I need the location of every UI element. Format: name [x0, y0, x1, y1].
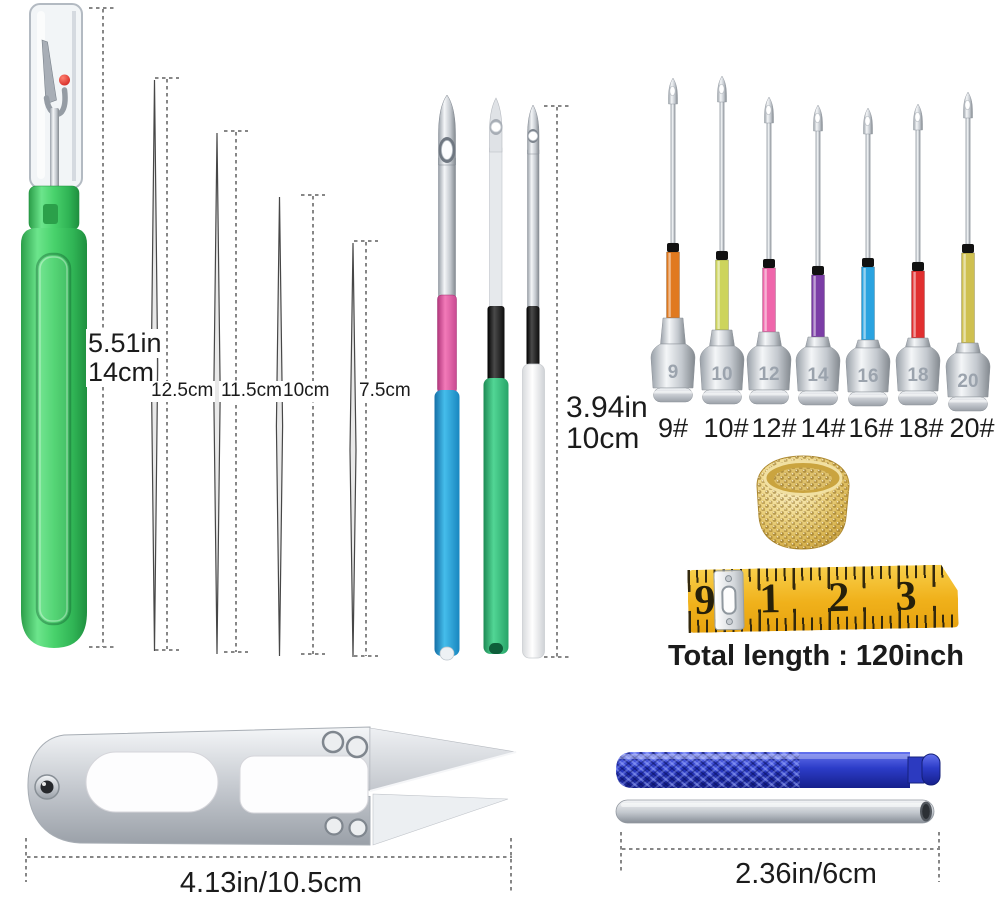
- hand-needle-3: [275, 196, 284, 657]
- seam-ripper-handle: [21, 228, 87, 648]
- needle-tip-9: 9: [650, 77, 696, 403]
- dimension-tick: [89, 7, 117, 9]
- needle-tip-16: 16: [845, 107, 891, 407]
- tape-end-clip: [713, 570, 744, 631]
- needle-tip-12: 12: [746, 96, 792, 405]
- punch-handle: [616, 752, 941, 788]
- seam-ripper-blade: [41, 39, 70, 190]
- needle-2-length: 11.5cm: [219, 380, 284, 402]
- seam-ripper-length-cm: 14cm: [86, 357, 157, 388]
- dimension-tick: [224, 130, 248, 132]
- snips-dimension: 4.13in/10.5cm: [177, 867, 365, 900]
- needle-tip-20: 20: [945, 91, 991, 412]
- needle-eye: [490, 121, 502, 133]
- hand-needle-2: [213, 132, 221, 655]
- tip-label-16: 16#: [846, 413, 896, 444]
- snips-lower-blade: [372, 793, 509, 846]
- dimension-tick: [544, 656, 570, 658]
- needle-eye: [441, 140, 453, 160]
- needle-eye: [528, 130, 539, 141]
- dimension-tick: [354, 655, 378, 657]
- handle-dimension: 2.36in/6cm: [733, 858, 879, 891]
- hand-needle-4: [349, 242, 357, 658]
- needle-3-length: 10cm: [281, 380, 332, 402]
- tape-number: 2: [827, 574, 850, 621]
- hub-number: 20: [957, 371, 978, 392]
- punch-needle-pink-blue: [434, 94, 460, 661]
- hub-number: 16: [857, 366, 878, 387]
- tip-label-12: 12#: [749, 413, 799, 444]
- punch-needle-black-white: [522, 104, 545, 659]
- thread-snips: [27, 726, 517, 846]
- dimension-tick: [25, 838, 27, 882]
- tip-label-14: 14#: [798, 413, 848, 444]
- seam-ripper-length-in: 5.51in: [86, 328, 164, 359]
- dimension-tick: [354, 240, 378, 242]
- tape-total-length-caption: Total length : 120inch: [666, 640, 966, 673]
- dimension-tick: [544, 105, 570, 107]
- safety-ball: [59, 74, 70, 86]
- dimension-line-handle: [622, 848, 940, 850]
- dimension-line-needle-3: [312, 196, 314, 654]
- dimension-line-seam-ripper: [102, 9, 104, 647]
- tape-number: 3: [894, 572, 917, 620]
- metal-tube: [615, 799, 935, 824]
- needle-tip-18: 18: [895, 103, 941, 406]
- thimble: [756, 455, 850, 550]
- needle-tip-14: 14: [795, 104, 841, 406]
- seam-ripper: [21, 3, 87, 648]
- dimension-tick: [620, 832, 622, 874]
- needle-4-length: 7.5cm: [357, 380, 413, 402]
- dimension-tick: [938, 832, 940, 882]
- tape-number: 1: [758, 575, 781, 623]
- needle-1-length: 12.5cm: [149, 380, 216, 402]
- dimension-line-needle-1: [166, 79, 168, 649]
- dimension-line-snips: [27, 856, 512, 858]
- tip-label-20: 20#: [947, 413, 997, 444]
- punch-needle-length-in: 3.94in: [564, 391, 650, 425]
- tape-measure: 9 1 2 3: [687, 564, 958, 633]
- dimension-tick: [510, 838, 512, 892]
- hub-number: 9: [668, 362, 679, 383]
- punch-needle-length-cm: 10cm: [564, 422, 642, 456]
- dimension-tick: [224, 651, 248, 653]
- needle-tip-10: 10: [699, 75, 745, 405]
- tip-label-9: 9#: [655, 413, 691, 444]
- hub-number: 10: [711, 364, 732, 385]
- dimension-tick: [155, 649, 179, 651]
- dimension-tick: [155, 77, 179, 79]
- snips-upper-blade: [369, 727, 517, 792]
- dimension-line-punch-needles: [556, 107, 558, 657]
- hub-number: 14: [807, 365, 829, 386]
- dimension-line-needle-4: [365, 242, 367, 656]
- dimension-tick: [301, 653, 325, 655]
- hand-needles: [150, 79, 357, 658]
- tip-label-18: 18#: [896, 413, 946, 444]
- hub-number: 12: [758, 364, 779, 385]
- hub-number: 18: [907, 365, 928, 386]
- dimension-tick: [89, 646, 117, 648]
- tip-label-10: 10#: [701, 413, 751, 444]
- punch-needle-black-green: [483, 97, 509, 654]
- dimension-tick: [301, 194, 325, 196]
